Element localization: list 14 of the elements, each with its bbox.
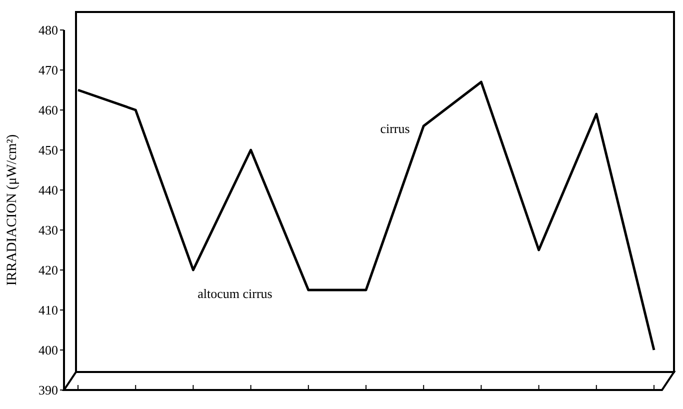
y-tick-label: 460 <box>38 102 58 118</box>
y-tick-label: 420 <box>38 262 58 278</box>
y-tick-label: 400 <box>38 342 58 358</box>
y-tick-label: 410 <box>38 302 58 318</box>
annotation: altocum cirrus <box>198 286 272 301</box>
y-tick-label: 430 <box>38 222 58 238</box>
y-tick-label: 450 <box>38 142 58 158</box>
y-axis-title: IRRADIACION (μW/cm²) <box>5 134 20 286</box>
line-series <box>76 80 656 352</box>
annotation: cirrus <box>380 121 410 136</box>
y-tick-label: 440 <box>38 182 58 198</box>
y-tick-label: 480 <box>38 22 58 38</box>
y-tick-label: 470 <box>38 62 58 78</box>
y-tick-label: 390 <box>38 382 58 398</box>
